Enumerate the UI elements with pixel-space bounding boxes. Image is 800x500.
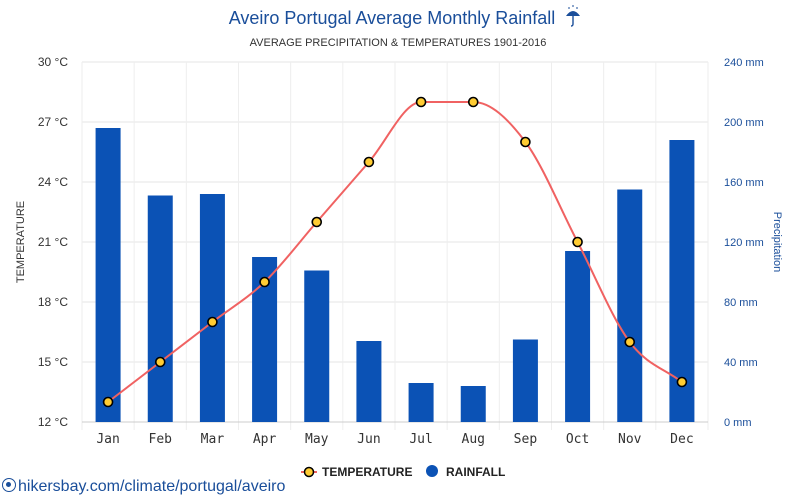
right-tick-label: 120 mm [724,237,764,249]
temperature-point-may[interactable] [311,216,323,228]
right-axis-ticks: 0 mm 40 mm 80 mm 120 mm 160 mm 200 mm 240 mm [724,57,764,429]
source-link-text: hikersbay.com/climate/portugal/aveiro [18,478,286,495]
x-tick-label: Feb [149,432,173,447]
left-tick-label: 15 °C [38,355,68,369]
right-tick-label: 40 mm [724,357,758,369]
rainfall-bar-jul[interactable] [408,383,434,422]
x-tick-label: Sep [514,432,538,447]
rainfall-bar-aug[interactable] [460,386,486,422]
left-tick-label: 27 °C [38,115,68,129]
left-tick-label: 12 °C [38,415,68,429]
rainfall-bar-nov[interactable] [617,189,643,423]
rainfall-bar-feb[interactable] [147,195,173,423]
umbrella-rain-icon [566,5,580,27]
left-tick-label: 18 °C [38,295,68,309]
rainfall-bar-mar[interactable] [199,194,225,422]
left-tick-label: 24 °C [38,175,68,189]
right-tick-label: 240 mm [724,57,764,69]
left-tick-label: 21 °C [38,235,68,249]
temperature-point-dec[interactable] [676,376,688,388]
x-tick-label: Mar [201,432,225,447]
x-tick-label: Apr [253,432,277,447]
temperature-point-oct[interactable] [572,236,583,248]
x-tick-label: Jul [409,432,432,447]
temperature-points [102,96,688,408]
legend: TEMPERATURE RAINFALL [301,465,505,479]
x-tick-label: Dec [670,432,693,447]
x-tick-label: Aug [462,432,485,447]
x-tick-label: Oct [566,432,589,447]
legend-item-temperature[interactable]: TEMPERATURE [301,465,412,479]
location-pin-icon [2,478,16,492]
left-axis-ticks: 12 °C 15 °C 18 °C 21 °C 24 °C 27 °C 30 °C [38,55,68,429]
legend-item-rainfall[interactable]: RAINFALL [426,465,505,479]
rainfall-bar-jun[interactable] [356,341,382,422]
right-tick-label: 160 mm [724,177,764,189]
temperature-point-apr[interactable] [259,276,270,288]
right-axis-label: Precipitation [771,212,783,273]
x-tick-label: Jan [96,432,119,447]
chart-subtitle: AVERAGE PRECIPITATION & TEMPERATURES 190… [250,37,547,49]
legend-temperature-marker [303,466,315,478]
grid [81,61,709,430]
x-tick-label: Nov [618,432,642,447]
legend-rainfall-label: RAINFALL [446,465,505,479]
temperature-point-mar[interactable] [207,316,218,328]
left-axis-label: TEMPERATURE [15,201,27,283]
x-axis-labels: Jan Feb Mar Apr May Jun Jul Aug Sep Oct Nov Dec [96,432,693,447]
legend-temperature-label: TEMPERATURE [322,465,412,479]
rainfall-bar-may[interactable] [304,270,330,423]
x-tick-label: May [305,432,329,447]
temperature-point-jul[interactable] [415,96,427,108]
temperature-point-nov[interactable] [624,336,636,348]
rainfall-bar-sep[interactable] [512,339,538,423]
temperature-point-aug[interactable] [467,96,479,108]
temperature-point-sep[interactable] [520,136,531,148]
x-tick-label: Jun [357,432,380,447]
right-tick-label: 80 mm [724,297,758,309]
left-tick-label: 30 °C [38,55,68,69]
rainfall-bar-dec[interactable] [669,140,695,422]
chart-title: Aveiro Portugal Average Monthly Rainfall [229,8,556,28]
legend-rainfall-marker [426,465,438,477]
temperature-point-feb[interactable] [154,356,166,368]
right-tick-label: 0 mm [724,417,752,429]
right-tick-label: 200 mm [724,117,764,129]
temperature-point-jun[interactable] [363,156,375,168]
source-link[interactable]: hikersbay.com/climate/portugal/aveiro [2,478,285,496]
rainfall-bars [95,128,695,423]
temperature-point-jan[interactable] [102,396,114,408]
rainfall-bar-oct[interactable] [565,251,591,422]
rainfall-bar-jan[interactable] [95,128,121,422]
